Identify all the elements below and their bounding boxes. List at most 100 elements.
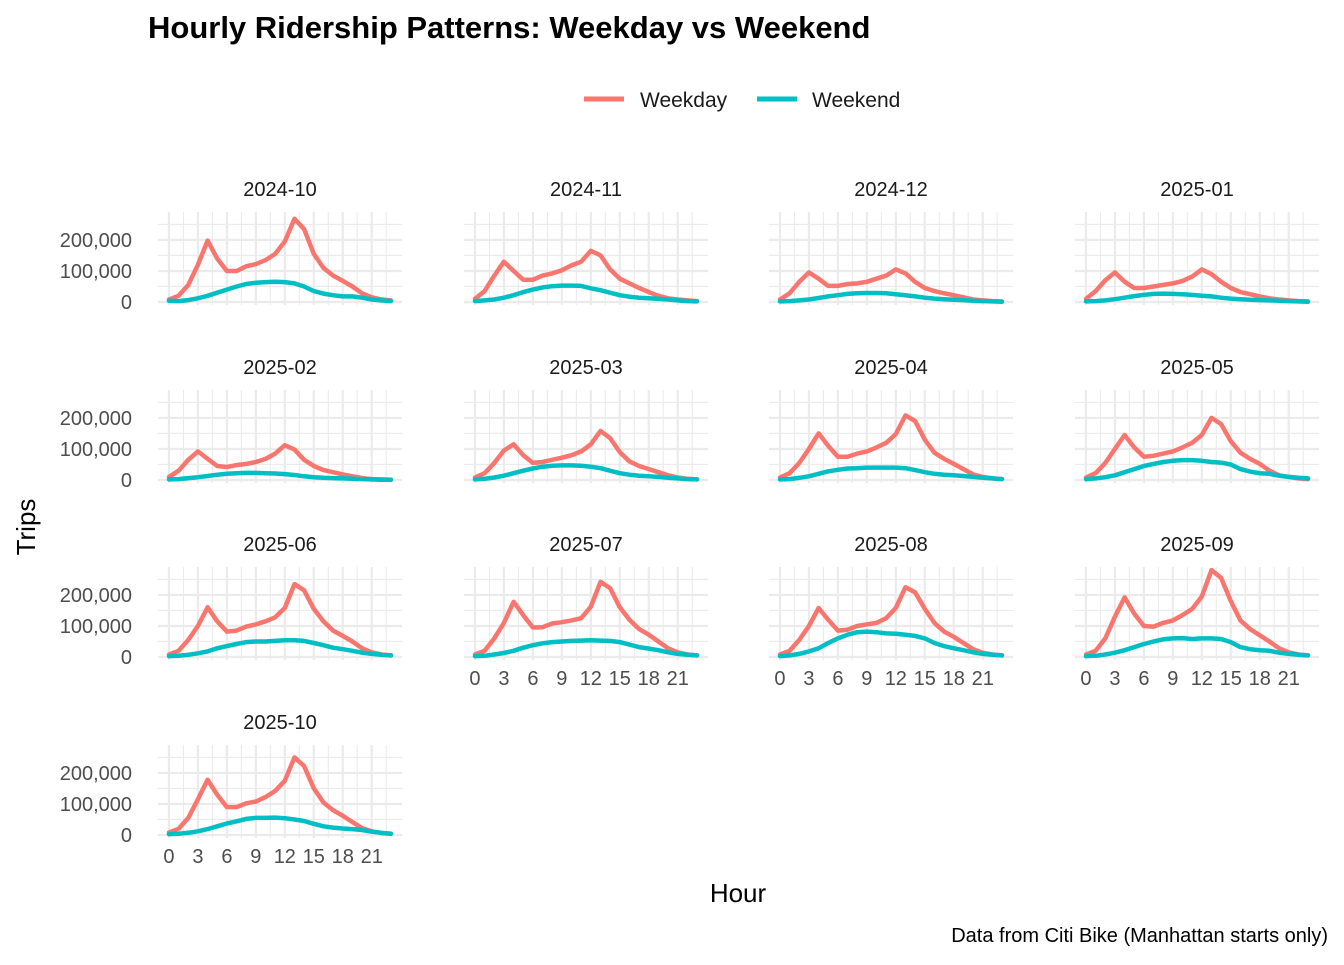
x-tick-label: 15 [914,668,936,690]
y-tick-label: 100,000 [60,439,132,461]
x-tick-label: 9 [556,668,567,690]
facet-strip-label: 2025-08 [854,534,927,556]
facet-strip-label: 2025-10 [243,712,316,734]
facet-strip-label: 2025-02 [243,357,316,379]
x-tick-label: 6 [527,668,538,690]
series-line-weekday [472,579,700,658]
series-line-weekday [1083,567,1311,658]
series-line-weekend [166,637,394,659]
y-tick-label: 100,000 [60,794,132,816]
series-line-weekend [472,283,700,304]
legend-label-weekday: Weekday [640,89,728,112]
series-line-weekend [1083,635,1311,659]
x-tick-label: 6 [1138,668,1149,690]
facet-panel-2025-01: 2025-01 [1075,179,1319,305]
facet-panel-2025-07: 2025-07 0 3 6 9 12 15 18 21 [464,534,708,690]
y-axis-title: Trips [11,499,41,556]
series-line-weekend [472,463,700,482]
x-tick-label: 3 [192,846,203,868]
facet-panel-2025-06: 2025-06 0 100,000 200,000 [60,534,402,669]
series-line-weekday [166,216,394,303]
x-tick-label: 21 [1278,668,1300,690]
x-tick-label: 18 [332,846,354,868]
y-tick-label: 0 [121,292,132,314]
x-tick-label: 9 [861,668,872,690]
y-tick-label: 100,000 [60,616,132,638]
x-tick-label: 12 [274,846,296,868]
y-tick-label: 200,000 [60,763,132,785]
legend: Weekday Weekend [584,89,900,112]
series-line-weekend [1083,291,1311,304]
x-tick-label: 12 [885,668,907,690]
series-line-weekday [166,755,394,837]
facet-strip-label: 2025-06 [243,534,316,556]
x-axis-title: Hour [710,878,767,908]
series-line-weekday [472,248,700,304]
y-tick-label: 0 [121,825,132,847]
facet-panel-2025-02: 2025-02 0 100,000 200,000 [60,357,402,492]
y-tick-label: 0 [121,647,132,669]
x-tick-label: 0 [774,668,785,690]
x-tick-label: 9 [250,846,261,868]
series-line-weekday [777,584,1005,658]
x-tick-label: 12 [580,668,602,690]
facet-panel-2025-05: 2025-05 [1075,357,1319,483]
x-tick-label: 21 [972,668,994,690]
x-tick-label: 15 [1220,668,1242,690]
x-tick-label: 6 [221,846,232,868]
facet-panel-2024-12: 2024-12 [769,179,1013,305]
facet-panels: 2024-10 0 100,000 200,000 2024-11 2024-12 2025… [60,179,1319,868]
series-line-weekday [166,581,394,658]
facet-strip-label: 2024-12 [854,179,927,201]
series-line-weekday [777,413,1005,482]
series-line-weekend [1083,457,1311,482]
series-line-weekend [777,629,1005,659]
x-tick-label: 9 [1167,668,1178,690]
facet-panel-2025-03: 2025-03 [464,357,708,483]
chart-title: Hourly Ridership Patterns: Weekday vs We… [148,10,870,45]
series-line-weekend [472,637,700,659]
y-tick-label: 200,000 [60,230,132,252]
series-line-weekend [166,279,394,304]
facet-panel-2025-04: 2025-04 [769,357,1013,483]
facet-panel-2024-10: 2024-10 0 100,000 200,000 [60,179,402,314]
x-tick-label: 18 [943,668,965,690]
series-line-weekend [777,465,1005,482]
x-tick-label: 15 [303,846,325,868]
facet-strip-label: 2024-10 [243,179,316,201]
legend-label-weekend: Weekend [812,89,900,112]
facet-panel-2024-11: 2024-11 [464,179,708,305]
y-tick-label: 0 [121,470,132,492]
series-line-weekend [166,815,394,837]
facet-strip-label: 2025-09 [1160,534,1233,556]
facet-strip-label: 2025-05 [1160,357,1233,379]
series-line-weekend [777,290,1005,304]
series-line-weekday [472,428,700,482]
y-tick-label: 200,000 [60,585,132,607]
facet-panel-2025-08: 2025-08 0 3 6 9 12 15 18 21 [769,534,1013,690]
series-line-weekend [166,470,394,482]
facet-strip-label: 2024-11 [550,179,622,201]
x-tick-label: 0 [469,668,480,690]
y-tick-label: 200,000 [60,408,132,430]
facet-panel-2025-09: 2025-09 0 3 6 9 12 15 18 21 [1075,534,1319,690]
x-tick-label: 21 [667,668,689,690]
facet-strip-label: 2025-01 [1160,179,1233,201]
x-tick-label: 21 [361,846,383,868]
x-tick-label: 0 [1080,668,1091,690]
x-tick-label: 18 [638,668,660,690]
x-tick-label: 12 [1191,668,1213,690]
x-tick-label: 6 [832,668,843,690]
x-tick-label: 15 [609,668,631,690]
chart-caption: Data from Citi Bike (Manhattan starts on… [951,925,1328,947]
facet-strip-label: 2025-04 [854,357,927,379]
series-line-weekday [777,267,1005,304]
x-tick-label: 18 [1249,668,1271,690]
x-tick-label: 3 [1109,668,1120,690]
x-tick-label: 3 [803,668,814,690]
facet-strip-label: 2025-03 [549,357,622,379]
facet-strip-label: 2025-07 [549,534,622,556]
